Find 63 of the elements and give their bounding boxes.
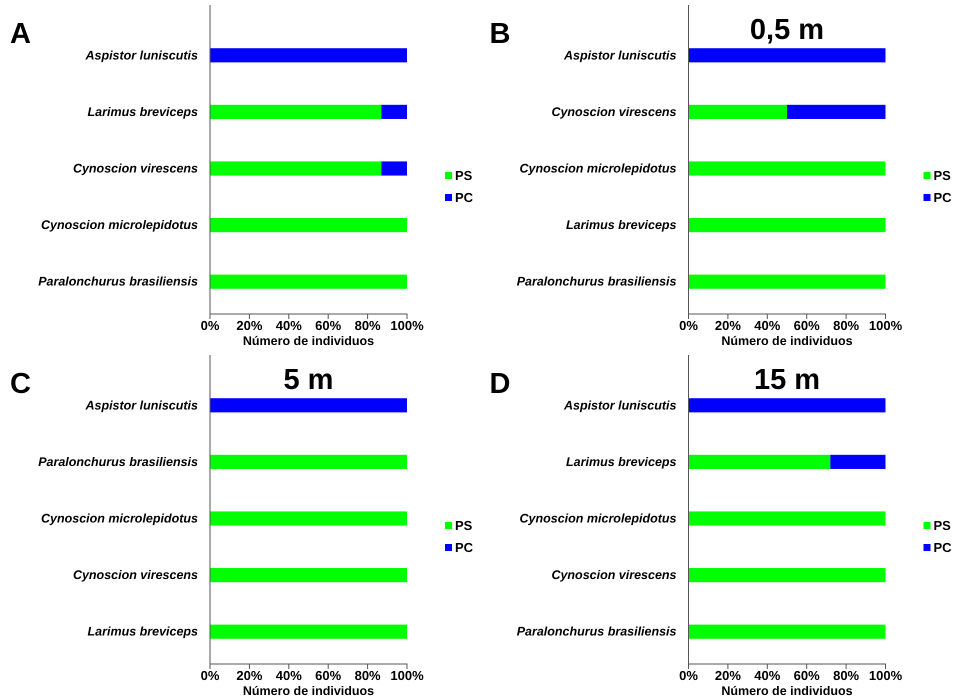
y-tick-label: Aspistor luniscutis	[562, 398, 677, 412]
y-tick-label: Larimus breviceps	[88, 624, 198, 639]
x-tick-label: 100%	[390, 318, 424, 333]
x-tick-label: 40%	[754, 668, 781, 683]
y-tick-label: Cynoscion virescens	[72, 162, 198, 176]
y-tick-label: Cynoscion virescens	[551, 104, 677, 119]
x-tick-label: 0%	[679, 318, 698, 333]
x-tick-label: 60%	[315, 318, 342, 333]
x-axis-title: Número de individuos	[242, 684, 374, 698]
x-tick-label: 0%	[200, 318, 220, 333]
y-tick-label: Paralonchurus brasiliensis	[516, 274, 677, 289]
x-axis-title: Número de individuos	[721, 334, 853, 348]
x-tick-label: 80%	[354, 318, 382, 333]
x-tick-label: 40%	[276, 318, 302, 333]
y-tick-label: Aspistor luniscutis	[84, 398, 198, 412]
y-tick-label: Cynoscion virescens	[551, 568, 677, 582]
y-tick-label: Cynoscion microlepidotus	[520, 162, 677, 176]
x-axis-title: Número de individuos	[242, 334, 374, 348]
legend-label: PC	[934, 540, 952, 555]
legend-label: PS	[455, 518, 473, 533]
y-tick-label: Paralonchurus brasiliensis	[38, 274, 198, 289]
y-tick-label: Cynoscion microlepidotus	[41, 512, 198, 526]
x-tick-label: 60%	[794, 668, 820, 683]
x-tick-label: 20%	[236, 318, 263, 333]
x-tick-label: 100%	[390, 668, 424, 683]
y-tick-label: Larimus breviceps	[566, 218, 677, 232]
x-tick-label: 20%	[236, 668, 263, 683]
y-tick-label: Paralonchurus brasiliensis	[516, 624, 677, 639]
text: A	[10, 18, 31, 50]
x-tick-label: 80%	[833, 318, 860, 333]
chart-title: 5 m	[284, 364, 334, 396]
y-tick-label: Aspistor luniscutis	[84, 48, 198, 62]
y-tick-label: Paralonchurus brasiliensis	[38, 454, 198, 469]
x-tick-label: 40%	[754, 318, 781, 333]
x-axis-title: Número de individuos	[721, 684, 853, 698]
x-tick-label: 0%	[679, 668, 698, 683]
legend-label: PC	[934, 190, 952, 205]
y-tick-label: Cynoscion microlepidotus	[41, 218, 198, 232]
x-tick-label: 40%	[276, 668, 302, 683]
legend-label: PS	[934, 168, 952, 183]
y-tick-label: Larimus breviceps	[566, 454, 677, 469]
legend-label: PC	[455, 540, 474, 555]
chart-title: 15 m	[754, 364, 820, 396]
text: C	[10, 368, 31, 400]
x-tick-label: 100%	[868, 668, 903, 683]
x-tick-label: 80%	[354, 668, 382, 683]
y-tick-label: Aspistor luniscutis	[562, 48, 677, 62]
x-tick-label: 60%	[794, 318, 820, 333]
x-tick-label: 0%	[200, 668, 220, 683]
text: D	[490, 368, 510, 400]
y-tick-label: Larimus breviceps	[88, 104, 198, 119]
legend-label: PS	[455, 168, 473, 183]
x-tick-label: 80%	[833, 668, 860, 683]
y-tick-label: Cynoscion microlepidotus	[520, 512, 677, 526]
legend-label: PS	[934, 518, 952, 533]
x-tick-label: 20%	[714, 668, 742, 683]
x-tick-label: 60%	[315, 668, 342, 683]
y-tick-label: Cynoscion virescens	[72, 568, 198, 582]
x-tick-label: 100%	[868, 318, 903, 333]
text: B	[490, 18, 510, 50]
legend-label: PC	[455, 190, 474, 205]
x-tick-label: 20%	[714, 318, 742, 333]
chart-title: 0,5 m	[750, 14, 824, 46]
